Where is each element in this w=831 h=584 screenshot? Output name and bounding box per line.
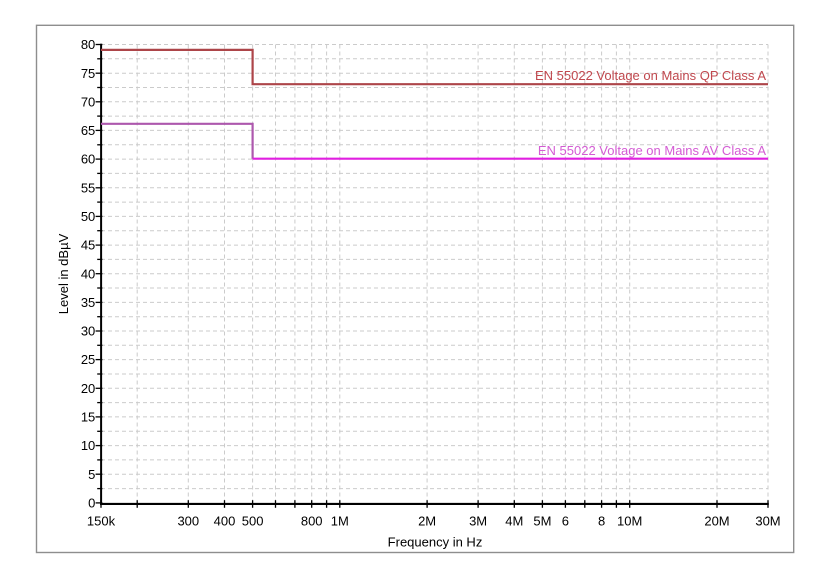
svg-text:3M: 3M [469, 514, 487, 529]
svg-text:500: 500 [242, 514, 264, 529]
svg-text:55: 55 [81, 180, 95, 195]
svg-text:10M: 10M [617, 514, 642, 529]
svg-text:30M: 30M [755, 514, 780, 529]
svg-text:EN 55022 Voltage on Mains AV C: EN 55022 Voltage on Mains AV Class A [538, 143, 766, 158]
svg-text:30: 30 [81, 324, 95, 339]
svg-text:5M: 5M [533, 514, 551, 529]
svg-text:4M: 4M [505, 514, 523, 529]
svg-text:45: 45 [81, 238, 95, 253]
svg-text:8: 8 [598, 514, 605, 529]
svg-text:Frequency in Hz: Frequency in Hz [388, 535, 483, 550]
svg-text:35: 35 [81, 295, 95, 310]
svg-text:Level in dBµV: Level in dBµV [56, 233, 71, 314]
svg-text:70: 70 [81, 94, 95, 109]
svg-text:10: 10 [81, 438, 95, 453]
svg-text:75: 75 [81, 66, 95, 81]
svg-text:150k: 150k [87, 514, 116, 529]
svg-text:800: 800 [301, 514, 323, 529]
svg-text:1M: 1M [331, 514, 349, 529]
svg-text:EN 55022 Voltage on Mains QP C: EN 55022 Voltage on Mains QP Class A [535, 68, 766, 83]
svg-text:40: 40 [81, 266, 95, 281]
svg-text:0: 0 [88, 496, 95, 511]
svg-text:20M: 20M [704, 514, 729, 529]
svg-text:15: 15 [81, 410, 95, 425]
svg-text:400: 400 [214, 514, 236, 529]
svg-text:50: 50 [81, 209, 95, 224]
svg-text:2M: 2M [418, 514, 436, 529]
svg-text:65: 65 [81, 123, 95, 138]
svg-text:60: 60 [81, 152, 95, 167]
svg-text:300: 300 [177, 514, 199, 529]
svg-text:80: 80 [81, 37, 95, 52]
svg-text:20: 20 [81, 381, 95, 396]
svg-text:5: 5 [88, 467, 95, 482]
svg-text:6: 6 [562, 514, 569, 529]
svg-text:25: 25 [81, 352, 95, 367]
